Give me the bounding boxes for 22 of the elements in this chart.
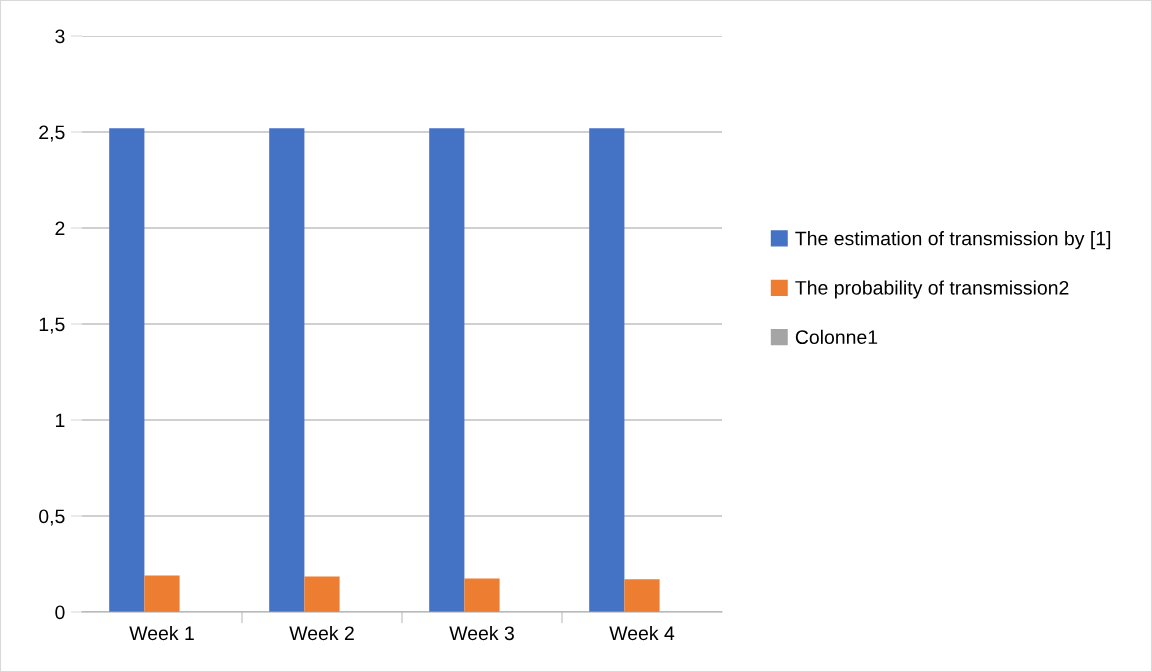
bar xyxy=(624,579,660,612)
x-tick-label: Week 2 xyxy=(289,625,354,641)
bar xyxy=(304,576,340,612)
bar xyxy=(269,128,305,612)
bar xyxy=(144,575,180,612)
bar xyxy=(109,128,145,612)
x-tick-label: Week 4 xyxy=(609,625,675,641)
y-tick-label: 2 xyxy=(55,221,65,236)
bar xyxy=(429,128,465,612)
legend-label: The estimation of transmission by [1] xyxy=(795,231,1111,250)
y-tick-label: 2,5 xyxy=(39,125,65,142)
y-tick-label: 0 xyxy=(55,605,65,620)
y-tick-label: 1,5 xyxy=(39,317,65,334)
legend-label: The probability of transmission2 xyxy=(795,280,1069,299)
y-tick-label: 1 xyxy=(56,413,65,428)
bar xyxy=(464,578,500,612)
x-tick-label: Week 1 xyxy=(129,625,194,641)
bar xyxy=(589,128,625,612)
x-tick-label: Week 3 xyxy=(449,625,514,641)
y-tick-label: 3 xyxy=(55,29,65,44)
legend-label: Colonne1 xyxy=(795,329,878,345)
y-tick-label: 0,5 xyxy=(39,509,65,526)
